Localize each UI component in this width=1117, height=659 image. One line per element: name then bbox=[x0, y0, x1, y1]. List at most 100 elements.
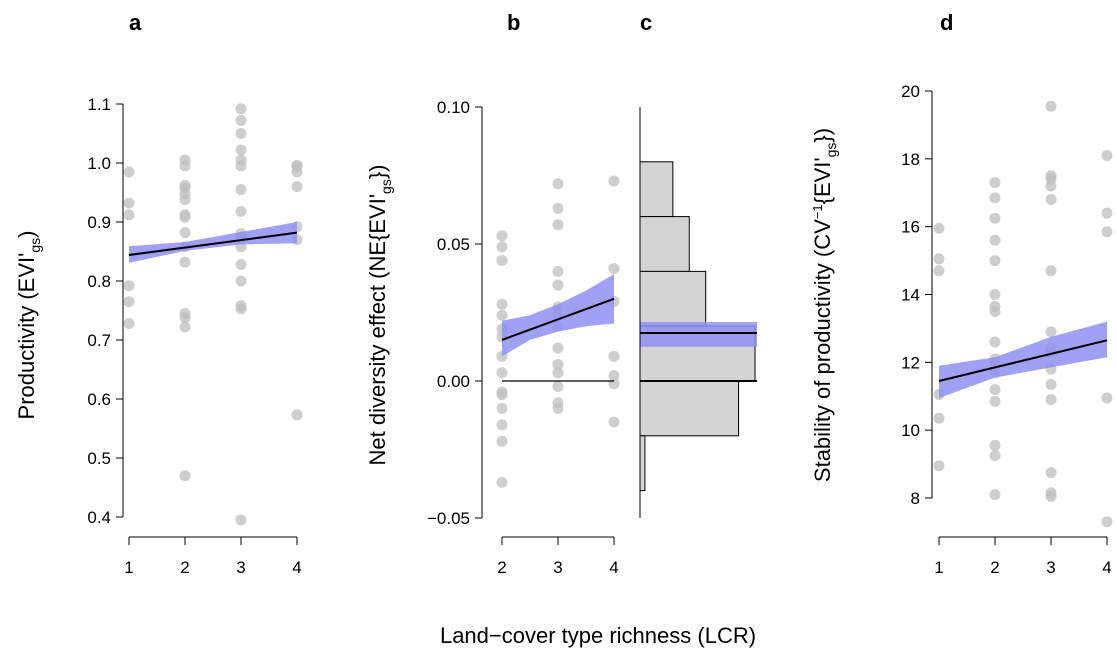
point-b-33 bbox=[608, 370, 620, 382]
point-b-18 bbox=[552, 265, 564, 277]
point-a-3 bbox=[123, 280, 135, 292]
point-d-14 bbox=[989, 336, 1001, 348]
histogram-bar-2 bbox=[639, 270, 707, 327]
x-axis-label: Land−cover type richness (LCR) bbox=[440, 623, 756, 648]
point-d-33 bbox=[1045, 378, 1057, 390]
x-tick-label-d-2: 3 bbox=[1046, 558, 1055, 577]
point-d-19 bbox=[989, 395, 1001, 407]
panel-label-b: b bbox=[507, 10, 520, 35]
y-tick-label-a-7: 1.1 bbox=[87, 95, 111, 114]
point-b-29 bbox=[608, 175, 620, 187]
y-tick-label-b-0: −0.05 bbox=[427, 509, 470, 528]
point-d-11 bbox=[989, 289, 1001, 300]
panel-label-d: d bbox=[940, 10, 953, 35]
point-b-24 bbox=[552, 359, 564, 371]
point-b-28 bbox=[552, 402, 564, 414]
x-tick-label-a-1: 2 bbox=[180, 558, 189, 577]
y-tick-label-a-6: 1.0 bbox=[87, 154, 111, 173]
y-tick-label-d-6: 20 bbox=[901, 82, 920, 101]
point-d-40 bbox=[1101, 226, 1113, 238]
point-a-7 bbox=[179, 160, 191, 172]
point-d-2 bbox=[933, 265, 945, 277]
y-tick-label-a-2: 0.6 bbox=[87, 390, 111, 409]
y-tick-label-d-0: 8 bbox=[911, 489, 920, 508]
panel-b: −0.05 0.00 0.05 0.10 2 3 4 bbox=[427, 98, 620, 577]
y-tick-label-d-4: 16 bbox=[901, 218, 920, 237]
y-tick-label-b-3: 0.10 bbox=[437, 98, 470, 117]
point-a-5 bbox=[123, 317, 135, 329]
histogram-bar-5 bbox=[639, 435, 646, 492]
point-b-23 bbox=[552, 342, 564, 354]
point-d-28 bbox=[1045, 265, 1057, 277]
point-a-23 bbox=[235, 128, 247, 139]
point-d-37 bbox=[1045, 490, 1057, 502]
y-tick-label-a-3: 0.7 bbox=[87, 331, 111, 350]
point-d-6 bbox=[989, 177, 1001, 189]
x-tick-label-b-0: 2 bbox=[497, 558, 506, 577]
point-d-5 bbox=[933, 460, 945, 472]
histogram-bar-4 bbox=[639, 380, 740, 437]
point-d-29 bbox=[1045, 326, 1057, 338]
point-b-3 bbox=[496, 298, 508, 310]
y-tick-label-a-5: 0.9 bbox=[87, 213, 111, 232]
point-b-30 bbox=[608, 263, 620, 275]
x-tick-label-b-2: 4 bbox=[609, 558, 618, 577]
point-a-13 bbox=[179, 211, 191, 223]
point-a-24 bbox=[235, 144, 247, 156]
point-a-39 bbox=[291, 166, 303, 178]
y-axis-label-d: Stability of productivity (CV−1{EVI'gs}) bbox=[810, 128, 839, 482]
x-tick-label-a-3: 4 bbox=[292, 558, 301, 577]
point-d-42 bbox=[1101, 516, 1113, 528]
point-b-16 bbox=[552, 202, 564, 214]
point-b-12 bbox=[496, 419, 508, 431]
y-tick-label-b-1: 0.00 bbox=[437, 372, 470, 391]
x-tick-label-b-1: 3 bbox=[553, 558, 562, 577]
y-tick-label-a-4: 0.8 bbox=[87, 272, 111, 291]
point-b-11 bbox=[496, 402, 508, 414]
point-b-19 bbox=[552, 279, 564, 291]
x-tick-label-a-0: 1 bbox=[124, 558, 133, 577]
point-a-14 bbox=[179, 227, 191, 239]
x-tick-label-d-0: 1 bbox=[934, 558, 943, 577]
panel-label-a: a bbox=[129, 10, 142, 35]
point-d-38 bbox=[1101, 149, 1113, 161]
panel-c bbox=[639, 107, 757, 518]
point-b-1 bbox=[496, 241, 508, 253]
point-b-14 bbox=[496, 476, 508, 488]
point-a-36 bbox=[235, 514, 247, 526]
point-a-11 bbox=[179, 194, 191, 206]
point-d-41 bbox=[1101, 392, 1113, 404]
y-tick-label-a-0: 0.4 bbox=[87, 508, 111, 527]
point-a-0 bbox=[123, 166, 135, 178]
panel-a: 0.4 0.5 0.6 0.7 0.8 0.9 1.0 1.1 1 2 3 4 bbox=[87, 95, 303, 577]
point-a-2 bbox=[123, 209, 135, 221]
point-d-22 bbox=[989, 489, 1001, 501]
histogram-bar-1 bbox=[639, 216, 690, 272]
point-d-1 bbox=[933, 253, 945, 265]
point-d-18 bbox=[989, 383, 1001, 395]
y-axis-label-b: Net diversity effect (NE{EVI'gs}) bbox=[365, 164, 394, 465]
point-b-4 bbox=[496, 309, 508, 321]
x-tick-label-d-1: 2 bbox=[990, 558, 999, 577]
point-a-28 bbox=[235, 205, 247, 217]
x-tick-label-a-2: 3 bbox=[236, 558, 245, 577]
point-a-43 bbox=[291, 409, 303, 421]
point-a-21 bbox=[235, 103, 247, 115]
y-tick-label-a-1: 0.5 bbox=[87, 449, 111, 468]
y-tick-label-b-2: 0.05 bbox=[437, 235, 470, 254]
point-d-21 bbox=[989, 450, 1001, 462]
y-axis-label-a: Productivity (EVI'gs) bbox=[14, 231, 43, 420]
point-b-10 bbox=[496, 389, 508, 401]
point-b-2 bbox=[496, 254, 508, 266]
point-a-26 bbox=[235, 160, 247, 172]
y-tick-label-d-1: 10 bbox=[901, 421, 920, 440]
point-d-13 bbox=[989, 305, 1001, 317]
point-d-35 bbox=[1045, 467, 1057, 479]
point-a-4 bbox=[123, 296, 135, 308]
point-b-25 bbox=[552, 367, 564, 379]
point-b-17 bbox=[552, 219, 564, 231]
point-a-20 bbox=[179, 470, 191, 482]
ci-band-b bbox=[502, 274, 614, 357]
point-a-40 bbox=[291, 181, 303, 193]
